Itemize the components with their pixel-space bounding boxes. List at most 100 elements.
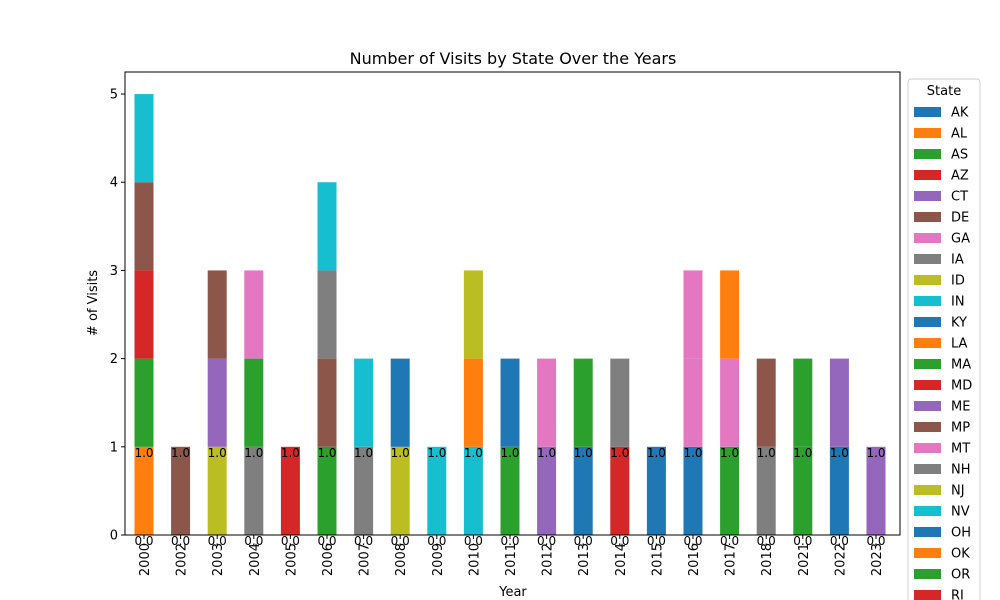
bar-segment	[463, 446, 483, 535]
x-tick-label: 2016	[687, 543, 702, 576]
bar-value-label: 1.0	[134, 446, 153, 460]
legend-entry-label: NJ	[951, 484, 965, 499]
bar-segment	[683, 270, 703, 359]
legend-entry-label: OK	[951, 547, 970, 562]
legend-swatch	[914, 170, 941, 180]
bar-zero-label: 0.0	[281, 534, 300, 548]
bar-value-label: 1.0	[464, 446, 483, 460]
bar-segment	[390, 446, 410, 535]
bar-segment	[720, 358, 740, 447]
legend-swatch	[914, 380, 941, 390]
bar-segment	[793, 358, 813, 447]
x-tick-label: 2010	[467, 543, 482, 576]
x-tick-label: 2004	[248, 543, 263, 576]
bar-value-label: 1.0	[427, 446, 446, 460]
bar-value-label: 1.0	[720, 446, 739, 460]
x-tick-label: 2014	[614, 543, 629, 576]
bar-value-label: 1.0	[391, 446, 410, 460]
x-tick-label: 2017	[724, 543, 739, 576]
legend-entry-label: MA	[951, 358, 971, 373]
bar-zero-label: 0.0	[391, 534, 410, 548]
bar-zero-label: 0.0	[574, 534, 593, 548]
x-tick-label: 2015	[650, 543, 665, 576]
bar-zero-label: 0.0	[134, 534, 153, 548]
bar-segment	[537, 446, 557, 535]
bar-value-label: 1.0	[610, 446, 629, 460]
legend-swatch	[914, 464, 941, 474]
legend-swatch	[914, 527, 941, 537]
bar-segment	[793, 446, 813, 535]
bar-value-label: 1.0	[574, 446, 593, 460]
legend-swatch	[914, 359, 941, 369]
bar-segment	[756, 358, 776, 447]
bar-segment	[500, 358, 520, 447]
bar-zero-label: 0.0	[866, 534, 885, 548]
legend-swatch	[914, 548, 941, 558]
y-tick-label: 2	[110, 352, 118, 367]
y-tick-label: 5	[110, 88, 118, 103]
legend-entry-label: MD	[951, 379, 972, 394]
bar-segment	[610, 446, 630, 535]
bar-segment	[134, 94, 154, 183]
bar-value-label: 1.0	[757, 446, 776, 460]
legend-swatch	[914, 107, 941, 117]
x-tick-label: 2022	[833, 543, 848, 576]
bar-zero-label: 0.0	[720, 534, 739, 548]
bar-zero-label: 0.0	[647, 534, 666, 548]
bar-value-label: 1.0	[281, 446, 300, 460]
x-tick-label: 2009	[431, 543, 446, 576]
bar-value-label: 1.0	[647, 446, 666, 460]
x-tick-label: 2002	[175, 543, 190, 576]
bar-segment	[354, 358, 374, 447]
bar-segment	[244, 358, 264, 447]
bar-value-label: 1.0	[537, 446, 556, 460]
bar-value-label: 1.0	[500, 446, 519, 460]
legend-swatch	[914, 338, 941, 348]
bar-segment	[317, 446, 337, 535]
plot-frame	[124, 71, 901, 536]
legend-swatch	[914, 149, 941, 159]
bar-value-label: 1.0	[354, 446, 373, 460]
x-tick-label: 2003	[211, 543, 226, 576]
bar-segment	[610, 358, 630, 447]
bar-zero-label: 0.0	[793, 534, 812, 548]
legend-swatch	[914, 401, 941, 411]
legend-entry-label: MT	[951, 442, 970, 457]
bar-segment	[720, 270, 740, 359]
legend-entry-label: AK	[951, 106, 969, 121]
legend-entry-label: CT	[951, 190, 968, 205]
bar-zero-label: 0.0	[317, 534, 336, 548]
bar-segment	[829, 358, 849, 447]
bar-segment	[207, 270, 227, 359]
legend-entry-label: ME	[951, 400, 970, 415]
legend-swatch	[914, 233, 941, 243]
legend-swatch	[914, 191, 941, 201]
bar-segment	[317, 182, 337, 271]
legend-entry-label: LA	[951, 337, 968, 352]
legend-entry-label: DE	[951, 211, 969, 226]
bar-segment	[683, 446, 703, 535]
bar-segment	[573, 358, 593, 447]
bar-zero-label: 0.0	[757, 534, 776, 548]
bar-segment	[866, 446, 886, 535]
legend-entry-label: OR	[951, 568, 970, 583]
bar-segment	[537, 358, 557, 447]
legend-entry-label: GA	[951, 232, 970, 247]
legend-entry-label: ID	[951, 274, 965, 289]
legend-entry-label: AZ	[951, 169, 969, 184]
bar-value-label: 1.0	[830, 446, 849, 460]
x-tick-label: 2018	[760, 543, 775, 576]
legend-entry-label: MP	[951, 421, 970, 436]
y-tick-label: 4	[110, 176, 118, 191]
bar-segment	[354, 446, 374, 535]
y-axis: 0 1 2 3 4 5	[110, 88, 125, 544]
x-tick-label: 2007	[358, 543, 373, 576]
bar-segment	[720, 446, 740, 535]
legend-swatch	[914, 275, 941, 285]
bar-segment	[244, 446, 264, 535]
chart-title: Number of Visits by State Over the Years	[350, 49, 677, 68]
legend-entry-label: NV	[951, 505, 970, 520]
bar-zero-label: 0.0	[464, 534, 483, 548]
x-tick-label: 2005	[284, 543, 299, 576]
